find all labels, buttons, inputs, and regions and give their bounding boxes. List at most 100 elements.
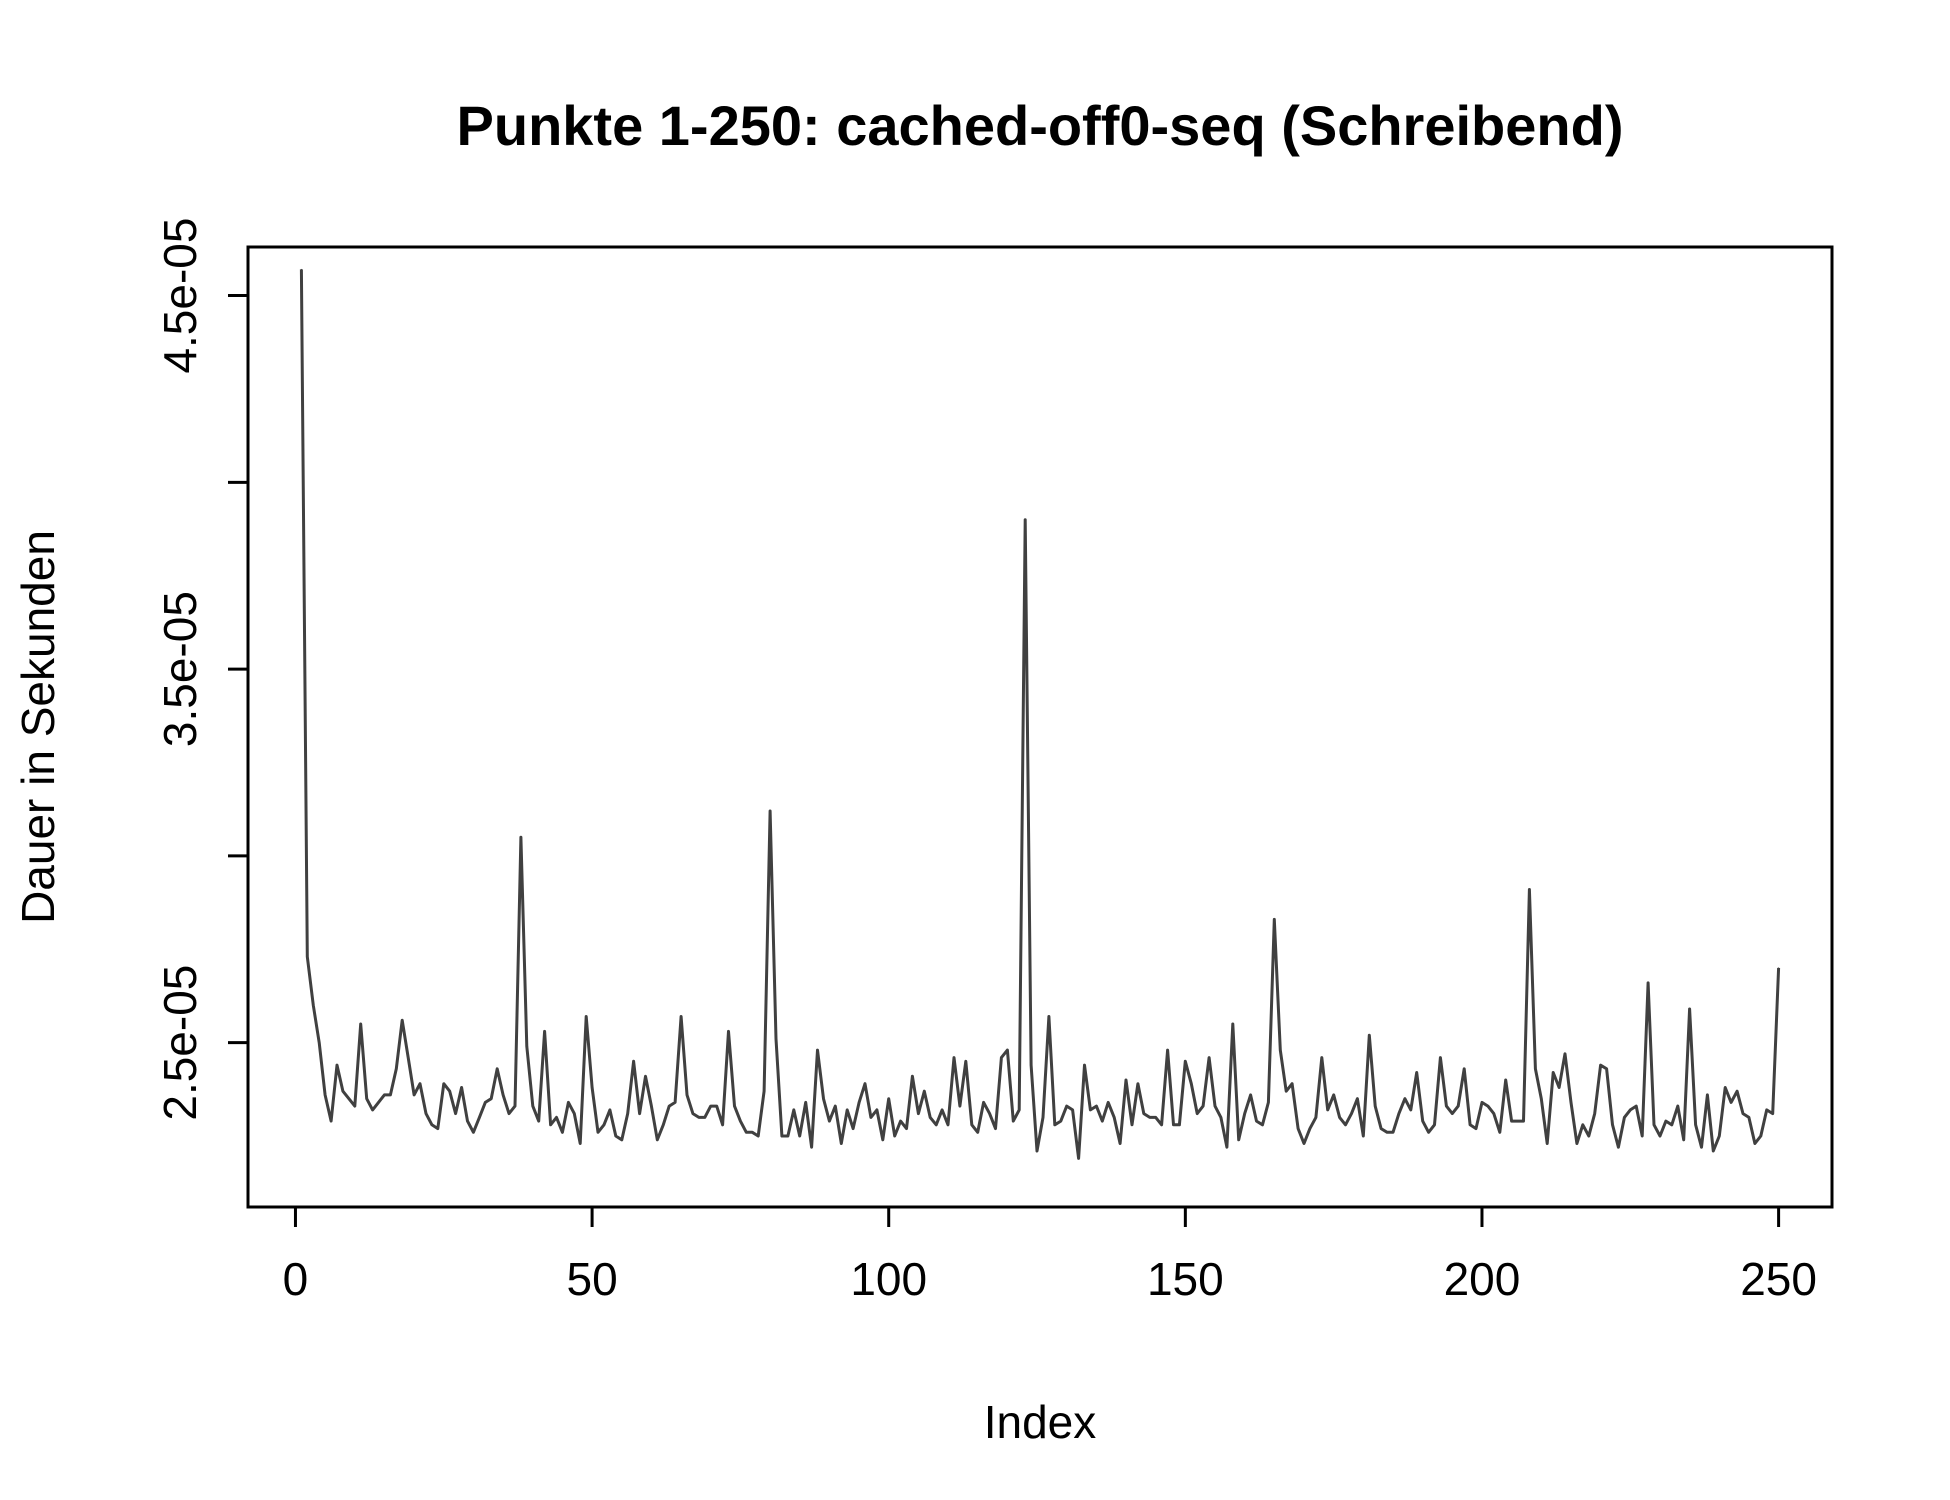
- data-point: [437, 1128, 439, 1130]
- data-point: [520, 836, 522, 838]
- data-point: [1196, 1113, 1198, 1115]
- data-point: [1042, 1116, 1044, 1118]
- data-point: [1101, 1120, 1103, 1122]
- x-tick-label: 50: [567, 1253, 618, 1305]
- data-point: [1582, 1124, 1584, 1126]
- data-point: [1457, 1105, 1459, 1107]
- data-point: [1297, 1128, 1299, 1130]
- data-point: [1606, 1068, 1608, 1070]
- data-point: [1054, 1124, 1056, 1126]
- data-point: [959, 1105, 961, 1107]
- data-point: [1131, 1124, 1133, 1126]
- data-point: [443, 1083, 445, 1085]
- x-tick-label: 200: [1444, 1253, 1521, 1305]
- data-point: [953, 1057, 955, 1059]
- data-point: [1303, 1143, 1305, 1144]
- data-point: [567, 1101, 569, 1103]
- data-point: [1487, 1105, 1489, 1107]
- data-point: [971, 1124, 973, 1126]
- data-point: [1689, 1008, 1691, 1010]
- data-point: [621, 1139, 623, 1141]
- data-point: [1588, 1135, 1590, 1137]
- data-point: [1552, 1072, 1554, 1073]
- data-point: [300, 268, 302, 270]
- y-tick-label: 2.5e-05: [154, 965, 206, 1121]
- x-axis: 0 50 100 150 200 250: [283, 1205, 1817, 1305]
- data-point: [745, 1131, 747, 1133]
- data-point: [941, 1109, 943, 1111]
- data-point: [1463, 1068, 1465, 1070]
- data-point: [312, 1004, 314, 1006]
- data-point: [1356, 1098, 1358, 1100]
- data-point: [1125, 1079, 1127, 1081]
- data-point: [1137, 1083, 1139, 1085]
- data-point: [348, 1098, 350, 1100]
- data-point: [1262, 1124, 1263, 1126]
- data-point: [995, 1128, 996, 1130]
- data-point: [1279, 1049, 1281, 1051]
- data-point: [354, 1105, 356, 1107]
- data-point: [496, 1068, 498, 1070]
- data-point: [1315, 1116, 1317, 1118]
- data-point: [1718, 1135, 1720, 1137]
- data-point: [1036, 1150, 1038, 1152]
- data-point: [1451, 1113, 1453, 1115]
- data-point: [1333, 1094, 1335, 1096]
- data-point: [1760, 1135, 1762, 1137]
- data-point: [1683, 1139, 1685, 1141]
- data-point: [1362, 1135, 1364, 1137]
- data-point: [1665, 1120, 1667, 1122]
- data-point: [550, 1124, 552, 1126]
- y-tick-label: 3.5e-05: [154, 591, 206, 747]
- data-point: [478, 1116, 480, 1118]
- data-point: [1226, 1146, 1228, 1148]
- data-point: [1730, 1101, 1732, 1103]
- data-point: [911, 1075, 913, 1077]
- data-point: [1600, 1064, 1602, 1066]
- data-point: [383, 1094, 385, 1096]
- data-point: [1564, 1053, 1566, 1055]
- data-point: [1594, 1113, 1596, 1115]
- data-point: [1422, 1120, 1424, 1122]
- data-point: [864, 1083, 866, 1085]
- data-point: [1623, 1116, 1625, 1118]
- data-point: [360, 1023, 362, 1025]
- data-point: [1706, 1094, 1708, 1096]
- data-point: [1517, 1120, 1519, 1122]
- data-point: [579, 1143, 581, 1144]
- data-point: [372, 1109, 374, 1111]
- data-point: [1635, 1105, 1637, 1107]
- data-point: [1404, 1098, 1406, 1100]
- data-point: [627, 1113, 629, 1115]
- data-point: [716, 1105, 718, 1107]
- data-point: [680, 1016, 682, 1017]
- data-point: [526, 1045, 528, 1047]
- data-point: [674, 1101, 676, 1103]
- data-point: [1558, 1087, 1560, 1088]
- data-point: [668, 1105, 670, 1107]
- data-point: [734, 1105, 735, 1107]
- data-point: [1576, 1143, 1578, 1144]
- data-point: [1445, 1105, 1447, 1107]
- data-point: [1416, 1072, 1418, 1073]
- data-point: [900, 1120, 902, 1122]
- data-point: [1695, 1124, 1697, 1126]
- data-point: [906, 1128, 907, 1130]
- data-point: [1285, 1090, 1287, 1092]
- data-point: [1742, 1113, 1744, 1115]
- data-point: [686, 1094, 688, 1096]
- data-point: [573, 1113, 575, 1115]
- x-tick-label: 150: [1147, 1253, 1224, 1305]
- data-point: [1012, 1120, 1014, 1122]
- data-point: [692, 1113, 694, 1115]
- data-point: [757, 1135, 759, 1137]
- data-point: [1410, 1109, 1412, 1111]
- chart-title: Punkte 1-250: cached-off0-seq (Schreiben…: [457, 94, 1624, 157]
- data-point: [929, 1116, 931, 1118]
- data-point: [662, 1124, 664, 1126]
- data-point: [1208, 1057, 1210, 1059]
- data-point: [603, 1124, 605, 1126]
- data-point: [1030, 1064, 1032, 1066]
- data-point: [395, 1068, 397, 1070]
- data-point: [710, 1105, 712, 1107]
